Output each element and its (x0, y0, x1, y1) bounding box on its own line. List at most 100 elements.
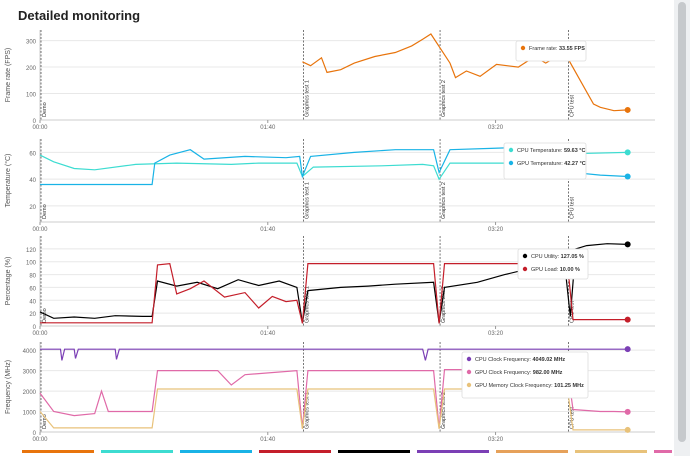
legend-color-strip (575, 450, 647, 453)
y-tick-label: 120 (26, 248, 37, 254)
legend-color-strip (101, 450, 173, 453)
series-line-cpu-clock-frequency (40, 348, 628, 361)
tooltip-box (517, 248, 589, 280)
tooltip-legend: CPU Temperature: 59.63 °C GPU Temperature… (503, 142, 587, 180)
tooltip-legend: CPU Utility: 127.05 % GPU Load: 10.00 % (517, 248, 589, 280)
legend-dot (466, 369, 472, 375)
legend-dot (466, 356, 472, 362)
series-end-dot (624, 149, 631, 156)
legend-label: GPU Load: 10.00 % (531, 267, 580, 273)
y-tick-label: 300 (26, 40, 37, 46)
tooltip-box (461, 351, 589, 399)
x-tick-label: 00:00 (32, 437, 48, 443)
y-tick-label: 0 (33, 119, 37, 125)
legend-dot (522, 253, 528, 259)
x-tick-label: 03:20 (488, 227, 504, 233)
y-tick-label: 20 (29, 205, 36, 211)
page-title: Detailed monitoring (18, 8, 141, 23)
x-tick-label: 01:40 (260, 227, 276, 233)
series-end-dot (624, 426, 631, 433)
scrollbar[interactable] (674, 0, 690, 456)
legend-series-value: 10.00 % (560, 267, 580, 273)
y-tick-label: 2000 (23, 390, 37, 396)
legend-series-value: 4049.02 MHz (532, 357, 565, 363)
event-label: Graphics test 2 (441, 392, 447, 429)
series-end-dot (624, 241, 631, 248)
legend-color-strip (180, 450, 252, 453)
legend-series-value: 42.27 °C (564, 161, 585, 167)
y-tick-label: 60 (29, 286, 36, 292)
event-label: CPU test (570, 407, 576, 429)
scrollbar-thumb[interactable] (678, 2, 686, 442)
series-end-dot (624, 346, 631, 353)
event-label: Graphics test 1 (304, 80, 310, 117)
series-end-dot (624, 408, 631, 415)
chart-panel-2: 0 20 40 60 80 100 120 00:00 01:40 03:20 Percentage… (5, 236, 655, 337)
y-axis-label: Percentage (%) (5, 257, 12, 306)
y-tick-label: 100 (26, 93, 37, 99)
event-label: Graphics test 1 (304, 392, 310, 429)
x-tick-label: 00:00 (32, 331, 48, 337)
legend-color-strip (417, 450, 489, 453)
event-label: Demo (42, 414, 48, 429)
tooltip-box (515, 40, 587, 62)
x-tick-label: 03:20 (488, 437, 504, 443)
tooltip-legend: CPU Clock Frequency: 4049.02 MHz GPU Cloc… (461, 351, 589, 399)
legend-series-value: 127.05 % (561, 254, 584, 260)
y-tick-label: 4000 (23, 349, 37, 355)
legend-series-name: CPU Utility: (531, 254, 561, 260)
event-label: Demo (42, 308, 48, 323)
y-axis-label: Frame rate (FPS) (5, 48, 12, 102)
legend-dot (520, 45, 526, 51)
legend-color-strip (496, 450, 568, 453)
event-label: CPU test (570, 95, 576, 117)
event-label: CPU test (570, 197, 576, 219)
x-tick-label: 01:40 (260, 437, 276, 443)
legend-series-value: 59.63 °C (564, 148, 585, 154)
legend-dot (508, 160, 514, 166)
y-tick-label: 0 (33, 325, 37, 331)
y-tick-label: 40 (29, 299, 36, 305)
legend-color-strip (338, 450, 410, 453)
y-axis-label: Frequency (MHz) (5, 360, 12, 414)
legend-label: CPU Temperature: 59.63 °C (517, 148, 585, 154)
legend-color-strip (22, 450, 94, 453)
legend-series-name: Frame rate: (529, 46, 559, 52)
legend-dot (522, 266, 528, 272)
event-label: Graphics test 1 (304, 182, 310, 219)
chart-panel-0: 0 100 200 300 00:00 01:40 03:20 Frame rate (FPS… (5, 30, 655, 131)
chart-panel-3: 0 1000 2000 3000 4000 00:00 01:40 03:20 Frequenc… (5, 342, 655, 443)
y-tick-label: 100 (26, 261, 37, 267)
legend-color-strip (259, 450, 331, 453)
y-tick-label: 80 (29, 274, 36, 280)
x-tick-label: 00:00 (32, 227, 48, 233)
y-tick-label: 200 (26, 66, 37, 72)
legend-dot (508, 147, 514, 153)
legend-label: GPU Temperature: 42.27 °C (517, 161, 586, 167)
x-tick-label: 01:40 (260, 331, 276, 337)
event-label: Graphics test 1 (304, 286, 310, 323)
tooltip-legend: Frame rate: 33.55 FPS (515, 40, 587, 62)
chart-panel-1: 20 40 60 00:00 01:40 03:20 Temperature (°C) Dem… (4, 139, 655, 233)
legend-series-name: CPU Clock Frequency: (475, 357, 532, 363)
event-label: Graphics test 2 (441, 80, 447, 117)
legend-series-value: 101.25 MHz (554, 383, 584, 389)
x-tick-label: 03:20 (488, 331, 504, 337)
legend-label: Frame rate: 33.55 FPS (529, 46, 585, 52)
y-tick-label: 1000 (23, 411, 37, 417)
y-tick-label: 20 (29, 312, 36, 318)
legend-label: GPU Memory Clock Frequency: 101.25 MHz (475, 383, 584, 389)
legend-series-name: GPU Clock Frequency: (475, 370, 533, 376)
y-tick-label: 3000 (23, 370, 37, 376)
series-end-dot (624, 316, 631, 323)
legend-series-name: GPU Load: (531, 267, 560, 273)
legend-series-value: 982.00 MHz (533, 370, 563, 376)
legend-label: GPU Clock Frequency: 982.00 MHz (475, 370, 563, 376)
series-end-dot (624, 173, 631, 180)
x-tick-label: 01:40 (260, 125, 276, 131)
monitoring-panel: Detailed monitoring 0 100 200 300 00:00 01:40… (0, 0, 675, 456)
legend-series-value: 33.55 FPS (559, 46, 585, 52)
legend-dot (466, 382, 472, 388)
event-label: Demo (42, 102, 48, 117)
